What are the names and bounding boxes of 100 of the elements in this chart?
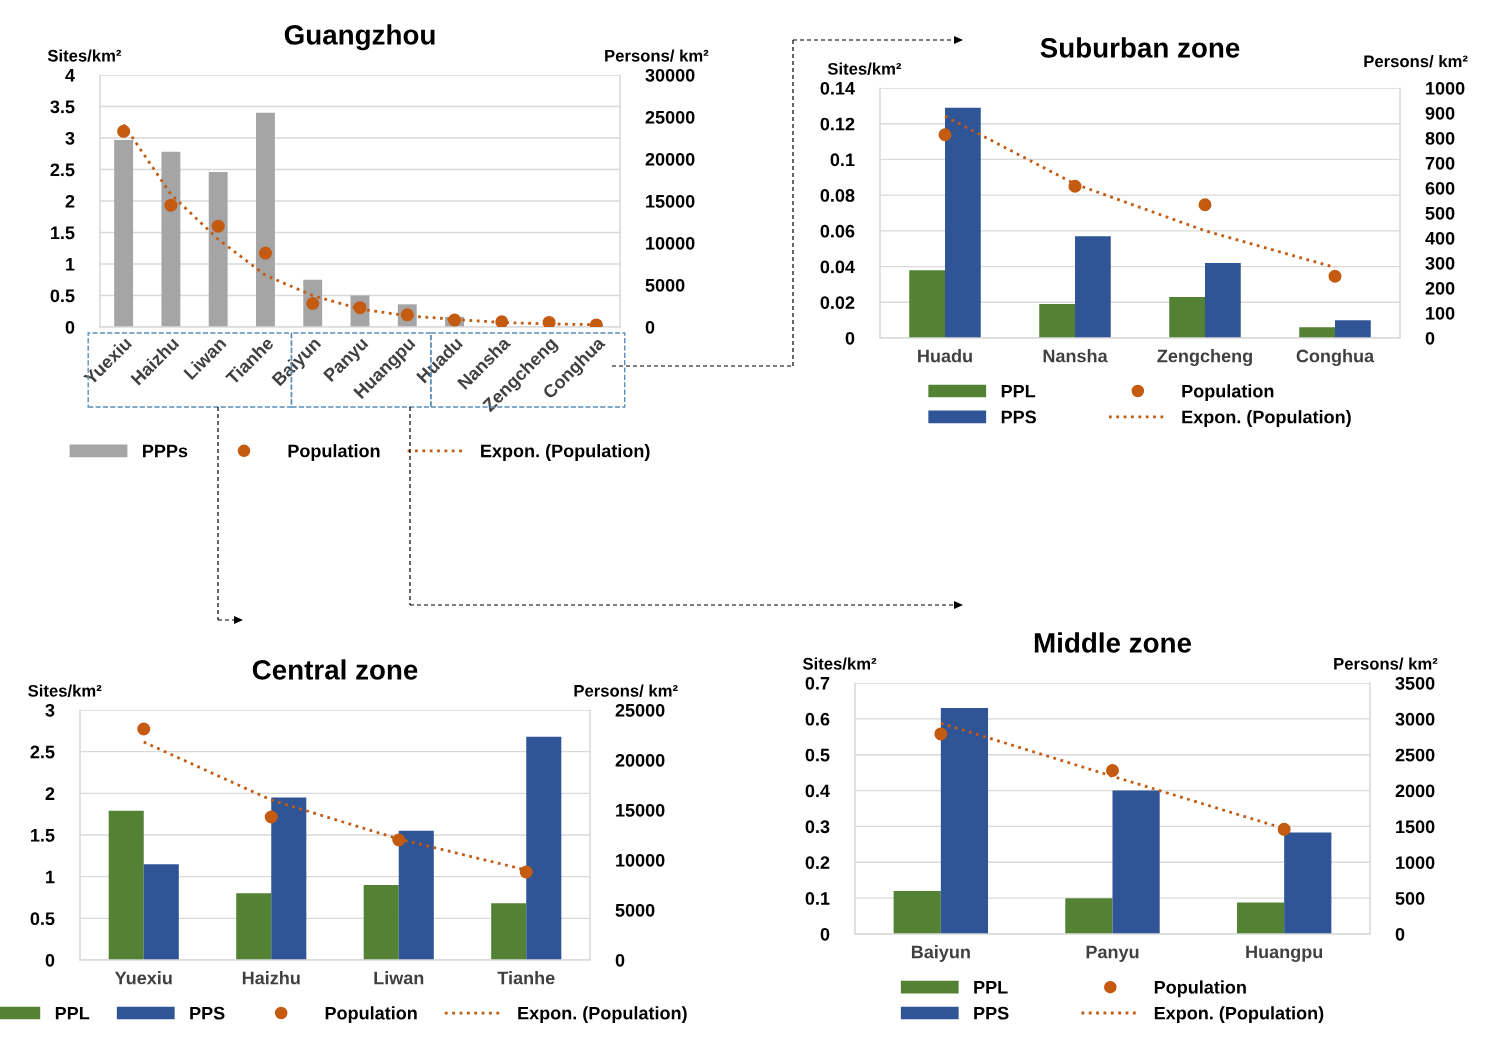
y2-tick-label: 10000 bbox=[646, 236, 695, 250]
legend-label: Population bbox=[325, 1006, 417, 1024]
y2-tick-label: 2500 bbox=[1395, 748, 1435, 762]
y-tick-label: 2 bbox=[65, 194, 75, 208]
bar bbox=[1169, 296, 1205, 338]
point bbox=[211, 219, 225, 233]
y-tick-label: 0.12 bbox=[820, 117, 855, 131]
point bbox=[1068, 179, 1082, 193]
y-tick-label: 0.5 bbox=[805, 748, 830, 762]
y2-tick-label: 5000 bbox=[615, 903, 655, 917]
y2-tick-label: 900 bbox=[1425, 106, 1455, 120]
bar bbox=[208, 172, 228, 327]
bar bbox=[363, 885, 399, 960]
point bbox=[1277, 822, 1291, 836]
y-tick-label: 0.5 bbox=[30, 912, 55, 926]
x-tick-label: Haizhu bbox=[242, 971, 300, 985]
x-tick-label: Huadu bbox=[918, 349, 972, 363]
point bbox=[137, 722, 151, 736]
y-tick-label: 0.3 bbox=[805, 820, 830, 834]
y-tick-label: 0.4 bbox=[805, 784, 830, 798]
y-tick-label: 0.5 bbox=[50, 289, 75, 303]
legend-label: Population bbox=[288, 444, 380, 461]
chart-title: Suburban zone bbox=[1040, 37, 1240, 58]
bar bbox=[1065, 898, 1113, 934]
y2-tick-label: 25000 bbox=[615, 703, 665, 717]
legend-label: PPL bbox=[974, 981, 1008, 994]
y-tick-label: 1 bbox=[66, 258, 75, 271]
y2-tick-label: 3500 bbox=[1395, 676, 1435, 690]
y2-tick-label: 5000 bbox=[645, 278, 685, 292]
x-tick-label: Huangpu bbox=[1246, 945, 1323, 962]
legend-label: Expon. (Population) bbox=[481, 444, 650, 461]
y2-axis-title: Persons/ km² bbox=[605, 49, 709, 62]
y2-tick-label: 15000 bbox=[616, 803, 665, 817]
point bbox=[392, 833, 406, 847]
y2-tick-label: 300 bbox=[1425, 256, 1455, 270]
x-tick-label: Baiyun bbox=[911, 945, 970, 962]
y2-tick-label: 20000 bbox=[615, 753, 665, 767]
legend-label: PPS bbox=[1001, 410, 1036, 424]
y2-tick-label: 800 bbox=[1425, 131, 1455, 145]
bar bbox=[945, 107, 981, 338]
y2-tick-label: 15000 bbox=[646, 194, 695, 208]
y-tick-label: 0.02 bbox=[820, 296, 855, 310]
bar bbox=[1112, 790, 1160, 934]
bar bbox=[161, 151, 181, 327]
y2-tick-label: 30000 bbox=[645, 68, 695, 82]
legend-label: PPS bbox=[974, 1006, 1009, 1020]
y2-tick-label: 0 bbox=[1395, 927, 1405, 941]
x-tick-label: Panyu bbox=[1086, 945, 1139, 962]
y-tick-label: 0.04 bbox=[820, 260, 855, 274]
x-tick-label: Tianhe bbox=[497, 971, 555, 985]
y-tick-label: 0.7 bbox=[805, 676, 830, 690]
bar bbox=[940, 708, 989, 934]
point bbox=[1198, 198, 1212, 212]
y2-tick-label: 100 bbox=[1426, 306, 1455, 320]
bar bbox=[108, 810, 144, 960]
y2-tick-label: 1500 bbox=[1396, 820, 1435, 834]
y-tick-label: 0.6 bbox=[805, 712, 830, 726]
x-tick-label: Nansha bbox=[1043, 349, 1108, 363]
y-axis-title: Sites/km² bbox=[827, 62, 902, 75]
bar bbox=[1075, 236, 1111, 338]
bar bbox=[1205, 263, 1241, 338]
legend-label: Population bbox=[1182, 384, 1274, 402]
x-tick-label: Zengcheng bbox=[1157, 349, 1252, 367]
bar bbox=[893, 890, 941, 934]
point bbox=[117, 124, 131, 138]
point bbox=[495, 315, 509, 327]
y2-tick-label: 3000 bbox=[1395, 712, 1435, 726]
point bbox=[164, 198, 178, 212]
bar bbox=[143, 864, 179, 960]
point bbox=[258, 246, 272, 260]
chart-title: Middle zone bbox=[1034, 632, 1192, 653]
y-tick-label: 0 bbox=[845, 331, 855, 345]
legend-label: Population bbox=[1154, 980, 1246, 998]
bar bbox=[114, 139, 134, 327]
y-tick-label: 0.2 bbox=[805, 856, 830, 870]
bar bbox=[909, 270, 945, 338]
y2-tick-label: 200 bbox=[1425, 281, 1455, 295]
y2-tick-label: 25000 bbox=[645, 110, 695, 124]
y2-tick-label: 1000 bbox=[1426, 81, 1465, 95]
bar bbox=[1236, 902, 1285, 934]
y2-tick-label: 700 bbox=[1425, 156, 1455, 170]
y2-tick-label: 600 bbox=[1425, 181, 1455, 195]
chart-title: Central zone bbox=[252, 659, 418, 680]
y2-axis-title: Persons/ km² bbox=[1334, 657, 1438, 670]
legend-label: PPS bbox=[190, 1006, 225, 1020]
y-tick-label: 3.5 bbox=[50, 100, 75, 114]
point bbox=[934, 727, 948, 741]
point bbox=[1328, 269, 1342, 283]
x-tick-label: Conghua bbox=[1296, 349, 1375, 367]
y-tick-label: 0 bbox=[65, 320, 75, 334]
y-tick-label: 0.1 bbox=[805, 892, 830, 905]
y-tick-label: 2.5 bbox=[30, 745, 55, 759]
y2-tick-label: 0 bbox=[1425, 331, 1435, 345]
y2-tick-label: 0 bbox=[645, 320, 655, 334]
y2-tick-label: 400 bbox=[1425, 231, 1455, 245]
y-tick-label: 0.14 bbox=[820, 81, 855, 95]
y-tick-label: 0 bbox=[45, 953, 55, 967]
y2-axis-title: Persons/ km² bbox=[1364, 54, 1468, 68]
bar bbox=[398, 830, 434, 960]
x-tick-label: Yuexiu bbox=[114, 971, 172, 985]
